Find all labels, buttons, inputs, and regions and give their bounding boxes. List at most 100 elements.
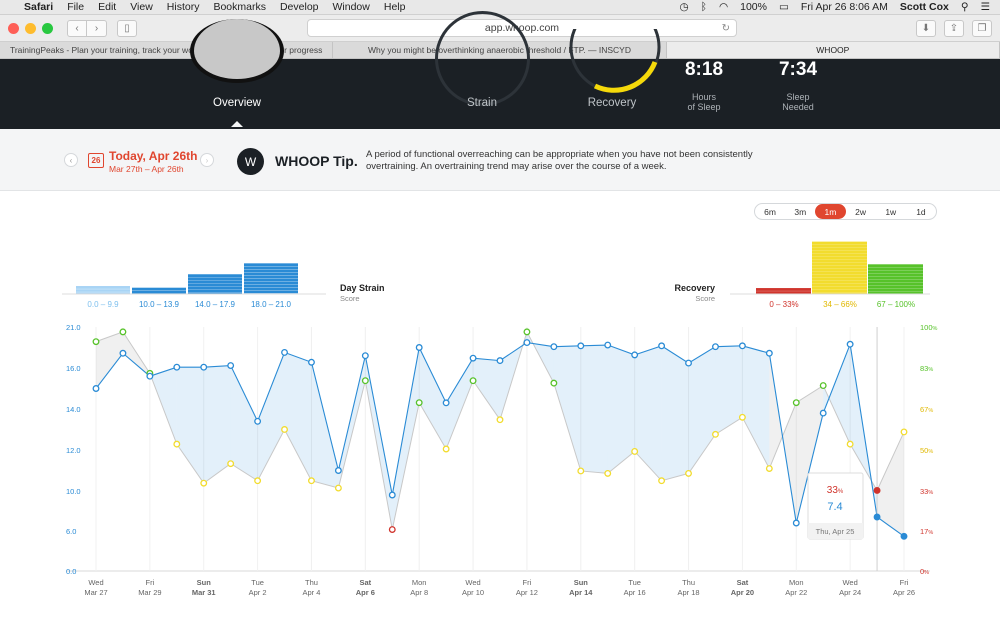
menubar-clock[interactable]: Fri Apr 26 8:06 AM	[800, 1, 888, 13]
strain-point	[469, 354, 477, 362]
menubar-user[interactable]: Scott Cox	[899, 1, 949, 13]
y-left-tick-label: 6.0	[66, 527, 76, 536]
strain-point	[227, 362, 235, 369]
y-right-tick-label: 83%	[920, 364, 933, 373]
recovery-point	[173, 440, 181, 448]
spotlight-search-icon[interactable]: ⚲	[960, 1, 969, 13]
y-left-tick-label: 16.0	[66, 364, 81, 373]
menu-edit[interactable]: Edit	[98, 1, 117, 13]
range-1m-button[interactable]: 1m	[815, 204, 846, 219]
nav-overview[interactable]: Overview	[213, 97, 261, 109]
forward-button[interactable]: ›	[87, 19, 107, 37]
share-icon[interactable]: ⇪	[944, 19, 964, 37]
strain-recovery-gap-fill	[742, 345, 770, 469]
tab-whoop[interactable]: WHOOP	[666, 42, 1000, 58]
strain-legend-bin-label: 0.0 – 9.9	[87, 300, 119, 309]
x-tick-day: Mon	[412, 578, 427, 587]
strain-recovery-gap-fill	[607, 345, 635, 474]
nav-recovery[interactable]: Recovery	[587, 97, 637, 109]
wifi-icon[interactable]: ◠	[718, 1, 729, 13]
recovery-point	[712, 430, 719, 438]
next-date-button[interactable]: ›	[200, 153, 214, 167]
strain-recovery-gap-fill	[553, 345, 581, 471]
recovery-legend-title: Recovery	[674, 283, 715, 293]
minimize-window-button[interactable]	[25, 22, 36, 34]
strain-point	[873, 513, 881, 521]
sidebar-toggle-icon[interactable]: ▯	[117, 19, 137, 37]
menu-develop[interactable]: Develop	[279, 1, 319, 13]
x-tick-date: Apr 2	[249, 588, 267, 597]
menu-bookmarks[interactable]: Bookmarks	[213, 1, 266, 13]
recovery-point	[792, 399, 800, 407]
menu-view[interactable]: View	[130, 1, 153, 13]
menu-window[interactable]: Window	[332, 1, 370, 13]
x-tick-day: Tue	[251, 578, 264, 587]
recovery-legend-bin-label: 34 – 66%	[823, 300, 857, 309]
recovery-legend-bar	[812, 241, 867, 294]
clock-history-icon[interactable]: ◷	[679, 1, 689, 13]
calendar-icon[interactable]: 26	[88, 153, 104, 168]
reload-icon[interactable]: ↻	[721, 22, 730, 34]
menu-history[interactable]: History	[166, 1, 200, 13]
strain-legend-bin-label: 10.0 – 13.9	[139, 300, 180, 309]
strain-legend-bin-label: 14.0 – 17.9	[195, 300, 236, 309]
strain-point	[361, 352, 369, 360]
strain-recovery-gap-fill	[796, 385, 824, 523]
x-tick-day: Thu	[305, 578, 318, 587]
strain-legend-bar	[76, 286, 130, 294]
strain-dial	[435, 11, 530, 106]
menu-file[interactable]: File	[67, 1, 85, 13]
nav-strain[interactable]: Strain	[466, 97, 498, 109]
strain-legend-bin-label: 18.0 – 21.0	[251, 300, 292, 309]
bluetooth-icon[interactable]: ᛒ	[700, 1, 707, 13]
recovery-point	[308, 477, 315, 485]
menu-app-name[interactable]: Safari	[24, 1, 54, 13]
menu-help[interactable]: Help	[383, 1, 406, 13]
strain-point	[200, 363, 208, 371]
recovery-point	[334, 484, 342, 492]
zoom-window-button[interactable]	[42, 22, 53, 34]
strain-point	[523, 339, 531, 347]
range-1d-button[interactable]: 1d	[916, 206, 926, 217]
strain-recovery-gap-fill	[311, 362, 339, 489]
current-date[interactable]: Today, Apr 26th	[109, 149, 198, 163]
recovery-legend-bar	[868, 264, 923, 294]
strain-recovery-gap-fill	[284, 352, 312, 481]
range-6m-button[interactable]: 6m	[764, 206, 776, 217]
tooltip-strain: 7.4	[827, 501, 842, 513]
range-1w-button[interactable]: 1w	[885, 206, 897, 217]
x-tick-date: Apr 24	[839, 588, 861, 597]
recovery-point	[631, 447, 639, 455]
x-tick-date: Apr 26	[893, 588, 915, 597]
x-tick-date: Apr 10	[462, 588, 484, 597]
y-left-tick-label: 0.0	[66, 567, 76, 576]
back-button[interactable]: ‹	[67, 19, 87, 37]
tabs-overview-icon[interactable]: ❐	[972, 19, 992, 37]
downloads-icon[interactable]: ⬇	[916, 19, 936, 37]
tip-bar: ‹ 26 Today, Apr 26th Mar 27th – Apr 26th…	[0, 129, 1000, 191]
strain-point	[334, 467, 342, 474]
tab-trainingpeaks[interactable]: TrainingPeaks - Plan your training, trac…	[0, 42, 334, 58]
prev-date-button[interactable]: ‹	[64, 153, 78, 167]
range-3m-button[interactable]: 3m	[794, 206, 807, 217]
control-center-icon[interactable]: ☰	[980, 1, 990, 13]
strain-recovery-gap-fill	[338, 355, 366, 489]
strain-recovery-gap-fill	[661, 345, 689, 481]
strain-point	[738, 342, 746, 350]
close-window-button[interactable]	[8, 22, 19, 34]
strain-point	[496, 357, 504, 365]
recovery-point	[92, 338, 100, 346]
battery-icon: ▭	[778, 1, 789, 13]
range-2w-button[interactable]: 2w	[855, 206, 867, 217]
sleep-hours-label-2: of Sleep	[687, 102, 721, 112]
window-controls	[8, 22, 53, 34]
strain-recovery-gap-fill	[365, 355, 393, 530]
recovery-point	[281, 426, 288, 433]
strain-recovery-chart: 0.0 – 9.9 10.0 – 13.9 14.0 – 17.9 18.0 – 21…	[62, 241, 938, 597]
strain-recovery-gap-fill	[176, 367, 204, 484]
strain-point	[550, 343, 558, 351]
x-tick-date: Apr 12	[516, 588, 538, 597]
sleep-needed-label-2: Needed	[782, 102, 814, 112]
battery-percent[interactable]: 100%	[740, 1, 767, 13]
strain-recovery-gap-fill	[446, 358, 474, 449]
